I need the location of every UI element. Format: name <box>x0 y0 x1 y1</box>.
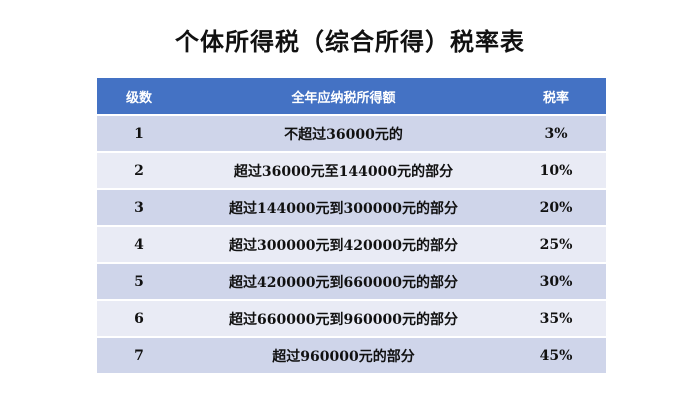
cell-level: 2 <box>97 152 181 190</box>
table-row: 7 超过960000元的部分 45% <box>97 337 606 375</box>
cell-income: 超过660000元到960000元的部分 <box>181 300 506 338</box>
cell-income: 超过300000元到420000元的部分 <box>181 226 506 264</box>
table-header-row: 级数 全年应纳税所得额 税率 <box>97 78 606 116</box>
header-level: 级数 <box>97 78 181 116</box>
cell-income: 超过36000元至144000元的部分 <box>181 152 506 190</box>
cell-rate: 20% <box>506 189 606 227</box>
cell-level: 5 <box>97 263 181 301</box>
cell-income: 超过960000元的部分 <box>181 337 506 375</box>
cell-rate: 45% <box>506 337 606 375</box>
cell-income: 超过420000元到660000元的部分 <box>181 263 506 301</box>
cell-income: 不超过36000元的 <box>181 115 506 153</box>
cell-rate: 35% <box>506 300 606 338</box>
cell-income: 超过144000元到300000元的部分 <box>181 189 506 227</box>
table-row: 4 超过300000元到420000元的部分 25% <box>97 226 606 264</box>
table-row: 5 超过420000元到660000元的部分 30% <box>97 263 606 301</box>
cell-level: 1 <box>97 115 181 153</box>
cell-level: 3 <box>97 189 181 227</box>
header-rate: 税率 <box>506 78 606 116</box>
page-title: 个体所得税（综合所得）税率表 <box>175 27 525 56</box>
tax-rate-table: 级数 全年应纳税所得额 税率 1 不超过36000元的 3% 2 超过36000… <box>97 78 606 375</box>
cell-rate: 25% <box>506 226 606 264</box>
cell-level: 7 <box>97 337 181 375</box>
table-row: 2 超过36000元至144000元的部分 10% <box>97 152 606 190</box>
cell-rate: 30% <box>506 263 606 301</box>
table-row: 6 超过660000元到960000元的部分 35% <box>97 300 606 338</box>
header-income: 全年应纳税所得额 <box>181 78 506 116</box>
table-row: 1 不超过36000元的 3% <box>97 115 606 153</box>
cell-level: 6 <box>97 300 181 338</box>
cell-rate: 10% <box>506 152 606 190</box>
table-row: 3 超过144000元到300000元的部分 20% <box>97 189 606 227</box>
cell-rate: 3% <box>506 115 606 153</box>
cell-level: 4 <box>97 226 181 264</box>
